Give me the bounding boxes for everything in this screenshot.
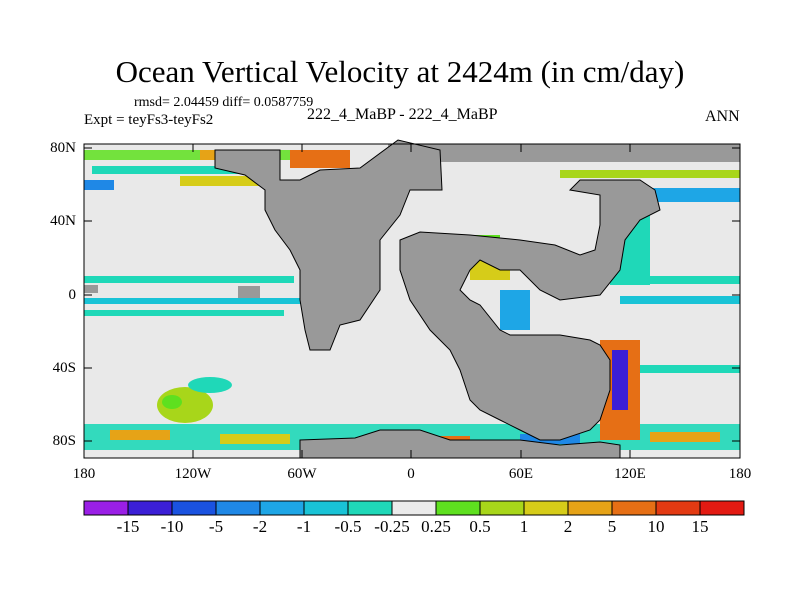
lat-label-40s: 40S — [52, 360, 76, 376]
colorbar-swatch — [83, 500, 129, 516]
lat-label-0: 0 — [68, 287, 77, 303]
colorbar-label: 0.25 — [421, 517, 451, 536]
colorbar-swatch — [347, 500, 393, 516]
colorbar-label: 0.5 — [469, 517, 491, 536]
case-subtitle: 222_4_MaBP - 222_4_MaBP — [307, 106, 498, 123]
land-masses — [84, 140, 740, 458]
colorbar-label: -2 — [252, 517, 268, 536]
colorbar-swatch — [303, 500, 349, 516]
colorbar-swatch — [611, 500, 657, 516]
colorbar-swatch — [435, 500, 481, 516]
lat-label-80s: 80S — [52, 433, 76, 449]
colorbar-label: -10 — [160, 517, 184, 536]
lon-label-120w: 120W — [174, 466, 212, 482]
map-frame — [83, 143, 741, 459]
stats-text: rmsd= 2.04459 diff= 0.0587759 — [134, 95, 314, 110]
plot-title: Ocean Vertical Velocity at 2424m (in cm/… — [115, 54, 685, 89]
colorbar-swatch — [259, 500, 305, 516]
colorbar-swatch — [699, 500, 745, 516]
lon-label-0: 0 — [407, 466, 415, 482]
colorbar-swatch — [655, 500, 701, 516]
lon-label-180e: 180 — [728, 466, 752, 482]
colorbar-label: -15 — [116, 517, 140, 536]
colorbar-label: 2 — [563, 517, 573, 536]
colorbar-swatch — [215, 500, 261, 516]
colorbar — [83, 500, 745, 516]
colorbar-swatch — [523, 500, 569, 516]
lon-label-60w: 60W — [287, 466, 317, 482]
colorbar-swatch — [479, 500, 525, 516]
lon-label-120e: 120E — [614, 466, 646, 482]
experiment-label: Expt = teyFs3-teyFs2 — [84, 112, 214, 128]
lat-label-40n: 40N — [50, 213, 76, 229]
colorbar-label: 15 — [691, 517, 709, 536]
lon-label-60e: 60E — [508, 466, 534, 482]
colorbar-label: -0.25 — [374, 517, 410, 536]
colorbar-label: -1 — [296, 517, 312, 536]
colorbar-swatch — [171, 500, 217, 516]
lat-label-80n: 80N — [50, 140, 76, 156]
colorbar-label: 10 — [647, 517, 665, 536]
colorbar-label: 5 — [607, 517, 617, 536]
season-label: ANN — [705, 108, 740, 125]
colorbar-label: -0.5 — [334, 517, 362, 536]
colorbar-label: -5 — [208, 517, 224, 536]
colorbar-label: 1 — [519, 517, 529, 536]
colorbar-swatch — [391, 500, 437, 516]
colorbar-swatch — [127, 500, 173, 516]
axis-ticks — [83, 144, 741, 458]
colorbar-swatch — [567, 500, 613, 516]
map-panel — [83, 139, 741, 459]
lon-label-180w: 180 — [72, 466, 96, 482]
